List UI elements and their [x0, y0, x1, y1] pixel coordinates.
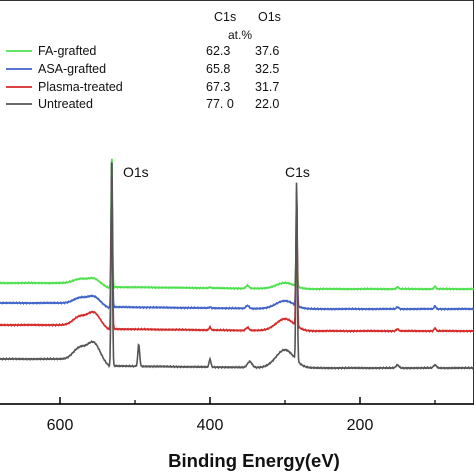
peak-label-c1s: C1s [285, 164, 310, 180]
o1s-value-untreated: 22.0 [255, 97, 279, 111]
x-axis-title: Binding Energy(eV) [168, 450, 340, 471]
col-header-c1s: C1s [214, 10, 236, 24]
series-asa-grafted-line [0, 176, 474, 312]
legend-label-asa-grafted: ASA-grafted [38, 62, 106, 76]
o1s-value-asa-grafted: 32.5 [255, 62, 279, 76]
c1s-value-asa-grafted: 65.8 [206, 62, 230, 76]
c1s-value-untreated: 77. 0 [206, 97, 234, 111]
series-fa-grafted-line [0, 158, 474, 292]
c1s-value-plasma-treated: 67.3 [206, 80, 230, 94]
x-tick-label-400: 400 [197, 417, 224, 434]
legend-label-plasma-treated: Plasma-treated [38, 80, 123, 94]
x-tick-label-600: 600 [47, 417, 74, 434]
peak-label-o1s: O1s [123, 164, 149, 180]
plot-frame [0, 0, 474, 405]
legend-label-fa-grafted: FA-grafted [38, 44, 96, 58]
o1s-value-plasma-treated: 31.7 [255, 80, 279, 94]
series-plasma-treated-line [0, 180, 474, 334]
legend-label-untreated: Untreated [38, 97, 93, 111]
series-untreated-line [0, 162, 474, 371]
c1s-value-fa-grafted: 62.3 [206, 44, 230, 58]
x-tick-label-200: 200 [347, 417, 374, 434]
col-header-o1s: O1s [258, 10, 281, 24]
unit-label: at.% [228, 28, 252, 42]
o1s-value-fa-grafted: 37.6 [255, 44, 279, 58]
